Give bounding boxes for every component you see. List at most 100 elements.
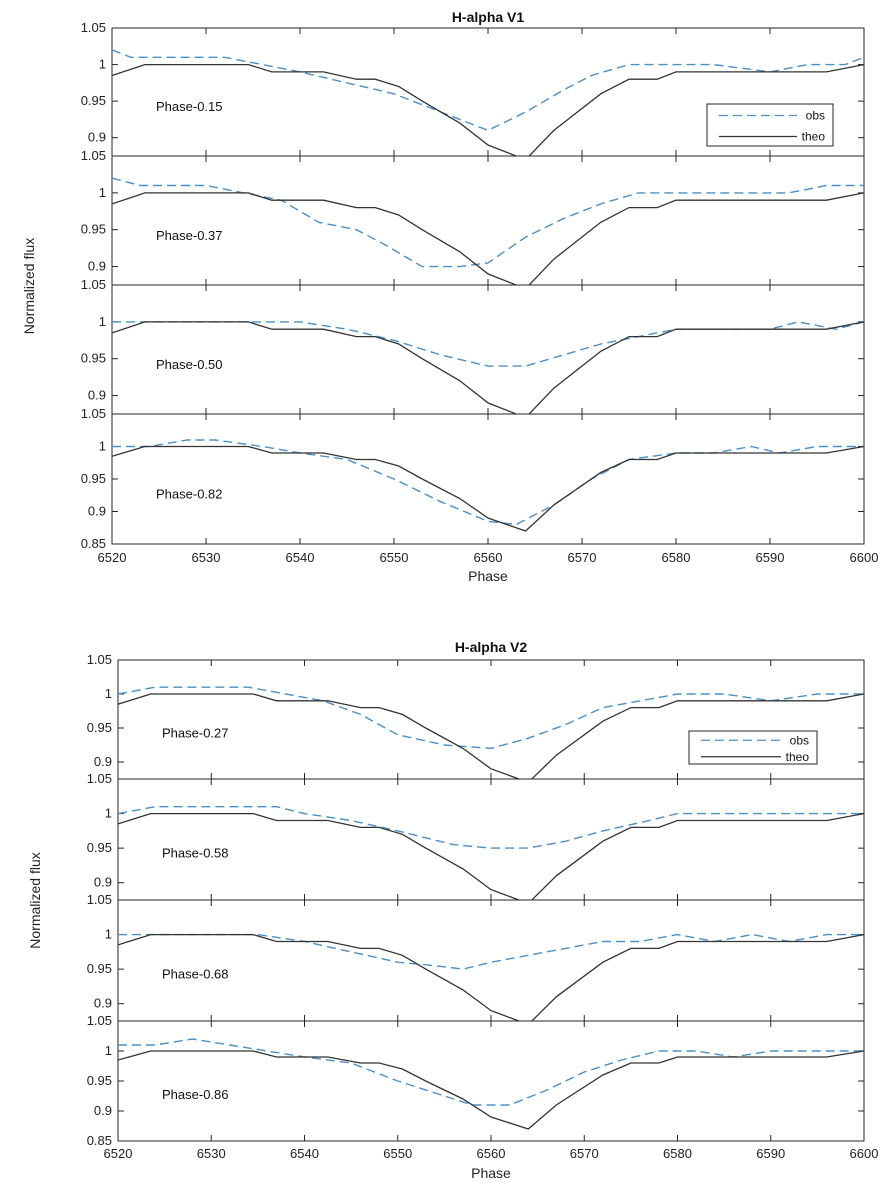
x-tick-label: 6550 (383, 1146, 412, 1161)
y-tick-label: 0.9 (94, 754, 112, 769)
y-tick-label: 0.95 (81, 471, 106, 486)
y-axis-label: Normalized flux (21, 238, 37, 334)
panel-2: 0.9 0.95 1 1.05 Phase-0.37 (81, 148, 865, 286)
legend-label-theo: theo (786, 750, 810, 764)
panel-3: 0.9 0.95 1 1.05 Phase-0.50 (81, 277, 865, 415)
y-tick-label: 1.05 (81, 20, 106, 35)
panel-frame (117, 899, 865, 1022)
panel-label: Phase-0.27 (162, 725, 229, 740)
panel-frame (111, 413, 865, 545)
x-tick-label: 6580 (662, 550, 691, 565)
y-tick-label: 0.95 (87, 840, 112, 855)
series-group (112, 177, 864, 285)
y-tick-label: 0.95 (87, 720, 112, 735)
panel-frame (117, 1020, 865, 1142)
y-tick-label: 0.95 (87, 1073, 112, 1088)
series-line-theo (118, 1050, 864, 1130)
y-tick-label: 1 (105, 1043, 112, 1058)
series-line-obs (112, 49, 864, 132)
panel-label: Phase-0.68 (162, 967, 229, 982)
panel-4: 0.85 0.9 0.95 1 1.05 Phase-0.86 (87, 1013, 865, 1148)
x-tick-label: 6530 (192, 550, 221, 565)
x-tick-label: 6520 (98, 550, 127, 565)
panel-label: Phase-0.58 (162, 846, 229, 861)
y-tick-label: 0.9 (88, 130, 106, 145)
chart-title: H-alpha V1 (452, 9, 525, 25)
panel-frame (111, 155, 865, 286)
y-tick-label: 0.9 (94, 1103, 112, 1118)
legend: obs theo (706, 103, 834, 147)
series-line-theo (118, 933, 864, 1021)
y-tick-label: 1.05 (87, 892, 112, 907)
series-line-obs (118, 933, 864, 970)
legend-label-obs: obs (790, 733, 809, 747)
panel-1: 0.9 0.95 1 1.05 Phase-0.15 obs theo (81, 20, 865, 157)
panel-label: Phase-0.86 (162, 1087, 229, 1102)
y-axis-label: Normalized flux (27, 852, 43, 948)
y-tick-label: 1.05 (81, 406, 106, 421)
y-tick-label: 1.05 (87, 1013, 112, 1028)
y-tick-label: 0.95 (81, 351, 106, 366)
series-group (118, 686, 864, 779)
series-line-obs (112, 321, 864, 367)
y-tick-label: 0.9 (88, 388, 106, 403)
series-line-obs (118, 806, 864, 849)
y-tick-label: 0.9 (88, 504, 106, 519)
y-tick-label: 0.85 (87, 1133, 112, 1148)
legend: obs theo (688, 730, 818, 765)
y-tick-label: 1 (99, 57, 106, 72)
legend-label-obs: obs (806, 109, 825, 123)
series-line-theo (112, 445, 864, 532)
y-tick-label: 1 (99, 314, 106, 329)
panel-1: 0.9 0.95 1 1.05 Phase-0.27 obs theo (87, 652, 865, 780)
series-line-theo (118, 812, 864, 900)
x-tick-label: 6560 (477, 1146, 506, 1161)
legend-box (706, 103, 834, 147)
y-tick-label: 1.05 (87, 652, 112, 667)
y-tick-label: 1 (99, 185, 106, 200)
x-tick-label: 6550 (380, 550, 409, 565)
x-tick-label: 6570 (568, 550, 597, 565)
series-group (118, 933, 864, 1021)
series-group (112, 439, 864, 532)
series-line-obs (118, 1038, 864, 1106)
legend-box (688, 730, 818, 765)
x-tick-label: 6540 (290, 1146, 319, 1161)
series-line-obs (112, 177, 864, 268)
series-line-obs (112, 439, 864, 526)
panel-4: 0.85 0.9 0.95 1 1.05 Phase-0.82 (81, 406, 865, 551)
y-tick-label: 0.85 (81, 536, 106, 551)
y-tick-label: 1.05 (81, 277, 106, 292)
panel-label: Phase-0.50 (156, 357, 223, 372)
x-axis-label: Phase (468, 568, 508, 584)
panel-label: Phase-0.37 (156, 228, 223, 243)
x-tick-label: 6580 (663, 1146, 692, 1161)
x-tick-label: 6520 (104, 1146, 133, 1161)
series-group (112, 49, 864, 156)
x-tick-label: 6600 (850, 550, 879, 565)
series-group (112, 321, 864, 414)
series-line-theo (112, 321, 864, 414)
y-tick-label: 1 (105, 927, 112, 942)
y-tick-label: 1 (105, 686, 112, 701)
x-tick-label: 6530 (197, 1146, 226, 1161)
series-line-obs (118, 686, 864, 750)
x-tick-label: 6540 (286, 550, 315, 565)
series-group (118, 1038, 864, 1130)
x-tick-label: 6600 (850, 1146, 879, 1161)
x-tick-label: 6560 (474, 550, 503, 565)
y-tick-label: 1 (99, 439, 106, 454)
panel-label: Phase-0.82 (156, 487, 223, 502)
series-line-theo (118, 693, 864, 779)
series-group (118, 806, 864, 900)
panel-2: 0.9 0.95 1 1.05 Phase-0.58 (87, 771, 865, 901)
series-line-theo (112, 63, 864, 156)
panel-label: Phase-0.15 (156, 99, 223, 114)
series-line-theo (112, 192, 864, 285)
chart-title: H-alpha V2 (455, 639, 528, 655)
y-tick-label: 1 (105, 806, 112, 821)
y-tick-label: 0.95 (81, 222, 106, 237)
